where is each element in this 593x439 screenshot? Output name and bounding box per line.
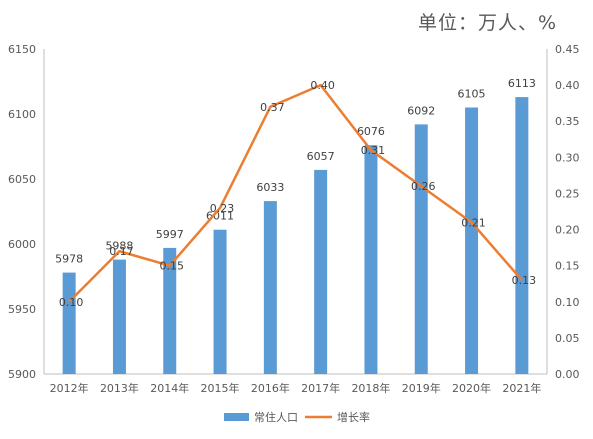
- bar: [465, 107, 479, 374]
- right-tick-label: 0.05: [555, 332, 580, 345]
- legend-bar-swatch: [224, 413, 249, 421]
- unit-label: 单位：万人、%: [417, 12, 557, 34]
- right-tick-label: 0.25: [555, 187, 580, 200]
- bar: [414, 124, 428, 375]
- bar-data-label: 6092: [407, 104, 435, 117]
- bar: [163, 247, 177, 374]
- bar-data-label: 6011: [206, 210, 234, 223]
- line-data-label: 0.10: [59, 296, 84, 309]
- bar-data-label: 6113: [508, 77, 536, 90]
- line-data-label: 0.21: [461, 216, 486, 229]
- x-tick-label: 2016年: [251, 381, 290, 395]
- x-tick-label: 2021年: [502, 381, 541, 395]
- x-tick-label: 2015年: [201, 381, 240, 395]
- right-tick-label: 0.40: [555, 79, 580, 92]
- right-tick-label: 0.20: [555, 224, 580, 237]
- line-data-label: 0.37: [260, 101, 285, 114]
- bar: [263, 201, 277, 374]
- left-tick-label: 6150: [8, 43, 36, 56]
- line-data-label: 0.26: [411, 180, 436, 193]
- bar: [515, 97, 529, 374]
- left-tick-label: 6050: [8, 173, 36, 186]
- right-tick-label: 0.10: [555, 296, 580, 309]
- bar-data-label: 6076: [357, 125, 385, 138]
- line-data-label: 0.15: [160, 260, 185, 273]
- right-tick-label: 0.30: [555, 151, 580, 164]
- x-tick-label: 2020年: [452, 381, 491, 395]
- line-data-label: 0.17: [109, 245, 134, 258]
- line-data-label: 0.40: [310, 79, 335, 92]
- x-tick-label: 2012年: [50, 381, 89, 395]
- bar-data-label: 6105: [458, 88, 486, 101]
- x-tick-label: 2014年: [150, 381, 189, 395]
- line-data-label: 0.31: [361, 144, 386, 157]
- bar-data-label: 6033: [256, 181, 284, 194]
- line-data-label: 0.13: [512, 274, 537, 287]
- line-data-label: 0.23: [210, 202, 235, 215]
- right-tick-label: 0.00: [555, 368, 580, 381]
- right-tick-label: 0.15: [555, 260, 580, 273]
- legend-line-label: 增长率: [337, 410, 370, 424]
- left-tick-label: 6000: [8, 238, 36, 251]
- legend-bar-label: 常住人口: [254, 410, 298, 424]
- bar-data-label: 5978: [55, 253, 83, 266]
- left-tick-label: 5950: [8, 303, 36, 316]
- x-tick-label: 2017年: [301, 381, 340, 395]
- x-tick-label: 2018年: [351, 381, 390, 395]
- bar: [364, 145, 378, 374]
- bar: [314, 169, 328, 374]
- bar: [213, 229, 227, 374]
- bar: [112, 259, 126, 374]
- bar-data-label: 6057: [307, 150, 335, 163]
- bar-data-label: 5997: [156, 228, 184, 241]
- right-tick-label: 0.35: [555, 115, 580, 128]
- left-tick-label: 5900: [8, 368, 36, 381]
- bar-data-label: 5988: [105, 240, 133, 253]
- left-tick-label: 6100: [8, 108, 36, 121]
- x-tick-label: 2013年: [100, 381, 139, 395]
- growth-rate-line: [68, 83, 523, 303]
- right-tick-label: 0.45: [555, 43, 580, 56]
- bar: [62, 272, 76, 374]
- x-tick-label: 2019年: [402, 381, 441, 395]
